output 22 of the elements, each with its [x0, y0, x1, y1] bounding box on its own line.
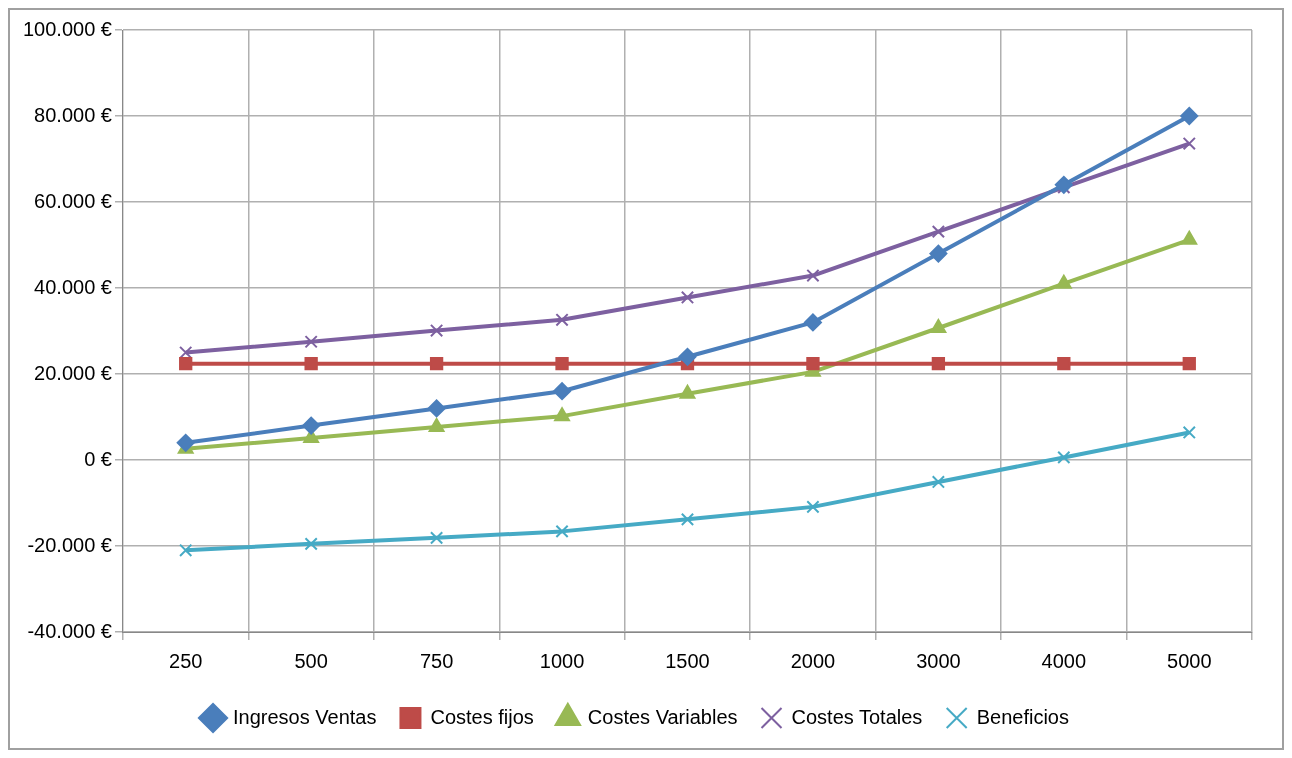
y-tick-label: 20.000 € [34, 361, 112, 384]
legend-label: Costes Variables [587, 705, 738, 728]
x-tick-label: 1000 [539, 649, 585, 672]
y-tick-label: 40.000 € [34, 275, 112, 298]
legend-label: Ingresos Ventas [233, 705, 377, 728]
legend-label: Beneficios [976, 705, 1069, 728]
x-tick-label: 750 [419, 649, 454, 672]
y-tick-label: -40.000 € [27, 619, 112, 642]
y-tick-label: 100.000 € [22, 17, 112, 40]
y-tick-label: 80.000 € [34, 103, 112, 126]
legend-label: Costes fijos [430, 705, 534, 728]
x-tick-label: 5000 [1167, 649, 1212, 672]
y-tick-label: 60.000 € [34, 189, 112, 212]
legend-label: Costes Totales [791, 705, 923, 728]
x-tick-label: 4000 [1041, 649, 1087, 672]
x-tick-label: 250 [169, 649, 203, 672]
y-tick-label: -20.000 € [27, 533, 112, 556]
x-tick-label: 2000 [790, 649, 836, 672]
x-tick-label: 500 [294, 649, 328, 672]
x-tick-label: 1500 [665, 649, 710, 672]
x-tick-label: 3000 [916, 649, 961, 672]
y-tick-label: 0 € [84, 447, 112, 470]
